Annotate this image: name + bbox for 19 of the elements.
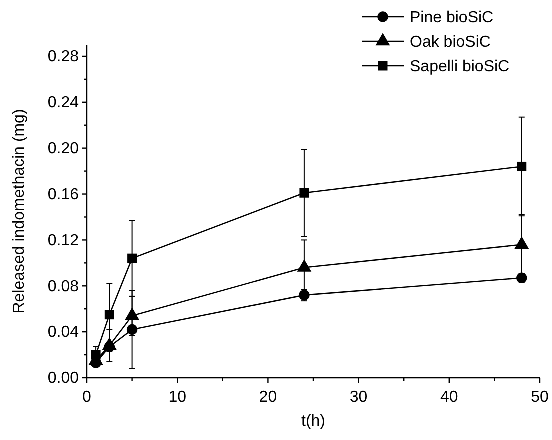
y-tick-label: 0.08	[48, 278, 80, 296]
y-tick-label: 0.24	[48, 94, 80, 112]
x-tick-label: 20	[259, 389, 278, 406]
y-axis-title: Released indomethacin (mg)	[11, 109, 28, 314]
x-tick-label: 30	[350, 389, 368, 406]
y-tick-label: 0.20	[48, 140, 80, 158]
x-tick-label: 10	[168, 389, 187, 406]
x-axis-title: t(h)	[302, 413, 326, 430]
y-tick-label: 0.16	[48, 186, 80, 204]
legend-label: Sapelli bioSiC	[410, 58, 510, 76]
x-tick-label: 40	[440, 389, 458, 406]
x-tick-label: 0	[82, 389, 92, 406]
y-tick-label: 0.12	[48, 232, 80, 250]
x-tick-label: 50	[531, 389, 549, 406]
text: 0.00	[48, 370, 79, 388]
legend-label: Pine bioSiC	[410, 10, 494, 27]
y-tick-label: 0.28	[48, 48, 80, 66]
legend-label: Oak bioSiC	[410, 34, 491, 52]
y-tick-label: 0.04	[48, 324, 80, 342]
